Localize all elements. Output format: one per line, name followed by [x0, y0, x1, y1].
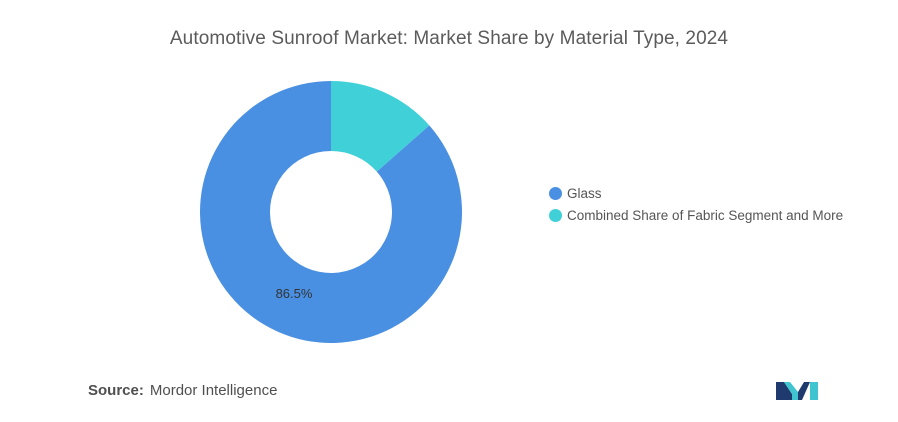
legend-swatch-fabric — [549, 208, 562, 222]
legend-item-fabric[interactable]: Combined Share of Fabric Segment and Mor… — [549, 204, 843, 226]
source-label: Source: — [88, 382, 144, 399]
chart-legend: Glass Combined Share of Fabric Segment a… — [549, 182, 843, 226]
source-note: Source: Mordor Intelligence — [88, 382, 277, 399]
data-label-glass: 86.5% — [276, 286, 313, 301]
legend-label-fabric: Combined Share of Fabric Segment and Mor… — [567, 207, 844, 223]
legend-swatch-glass — [549, 186, 562, 200]
donut-slice-fabric[interactable] — [331, 81, 430, 172]
chart-title: Automotive Sunroof Market: Market Share … — [169, 28, 729, 49]
legend-item-glass[interactable]: Glass — [549, 182, 843, 204]
legend-label-glass: Glass — [567, 185, 602, 201]
source-text: Mordor Intelligence — [149, 382, 278, 399]
donut-slice-glass[interactable] — [200, 81, 462, 344]
mordor-intelligence-logo-icon — [776, 382, 818, 400]
